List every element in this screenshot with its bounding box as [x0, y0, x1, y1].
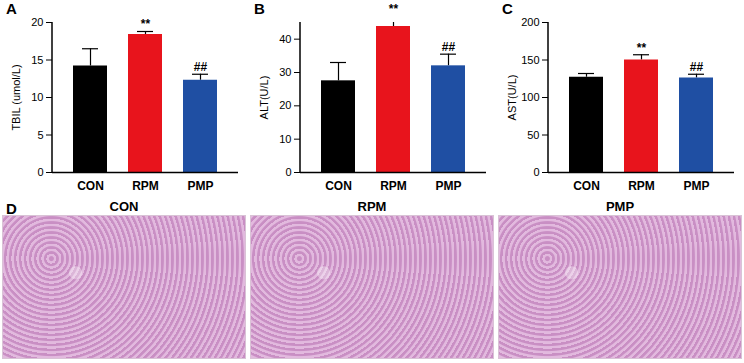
- html-text:D: D: [6, 200, 17, 217]
- html-text:CON: CON: [109, 199, 139, 214]
- svg-text:40: 40: [279, 33, 291, 45]
- svg-text:5: 5: [37, 129, 43, 141]
- svg-text:RPM: RPM: [132, 179, 159, 193]
- svg-text:##: ##: [442, 40, 456, 54]
- html-text:PMP: PMP: [605, 199, 635, 214]
- svg-text:10: 10: [279, 133, 291, 145]
- svg-text:10: 10: [31, 91, 43, 103]
- svg-text:100: 100: [521, 91, 539, 103]
- svg-text:0: 0: [533, 166, 539, 178]
- svg-text:0: 0: [37, 166, 43, 178]
- svg-text:PMP: PMP: [683, 179, 709, 193]
- svg-text:150: 150: [521, 54, 539, 66]
- svg-text:PMP: PMP: [187, 179, 213, 193]
- svg-text:RPM: RPM: [628, 179, 655, 193]
- svg-text:**: **: [637, 41, 647, 55]
- html-text:B: B: [254, 0, 265, 17]
- svg-text:15: 15: [31, 54, 43, 66]
- svg-text:##: ##: [194, 60, 208, 74]
- html-text:RPM: RPM: [357, 199, 387, 214]
- svg-text:CON: CON: [573, 179, 600, 193]
- html-text:C: C: [502, 0, 513, 17]
- svg-text:##: ##: [690, 60, 704, 74]
- svg-text:TBIL (umol/L): TBIL (umol/L): [10, 64, 22, 130]
- svg-text:30: 30: [279, 66, 291, 78]
- svg-text:0: 0: [285, 166, 291, 178]
- svg-text:200: 200: [521, 16, 539, 28]
- html-text:A: A: [6, 0, 17, 17]
- svg-text:20: 20: [31, 16, 43, 28]
- svg-text:CON: CON: [77, 179, 104, 193]
- svg-text:**: **: [389, 2, 399, 16]
- svg-text:CON: CON: [325, 179, 352, 193]
- svg-text:ALT(U/L): ALT(U/L): [258, 76, 270, 120]
- svg-text:PMP: PMP: [435, 179, 461, 193]
- svg-text:AST(U/L): AST(U/L): [506, 75, 518, 121]
- svg-text:50: 50: [527, 129, 539, 141]
- svg-text:20: 20: [279, 99, 291, 111]
- svg-text:RPM: RPM: [380, 179, 407, 193]
- svg-text:**: **: [141, 17, 151, 31]
